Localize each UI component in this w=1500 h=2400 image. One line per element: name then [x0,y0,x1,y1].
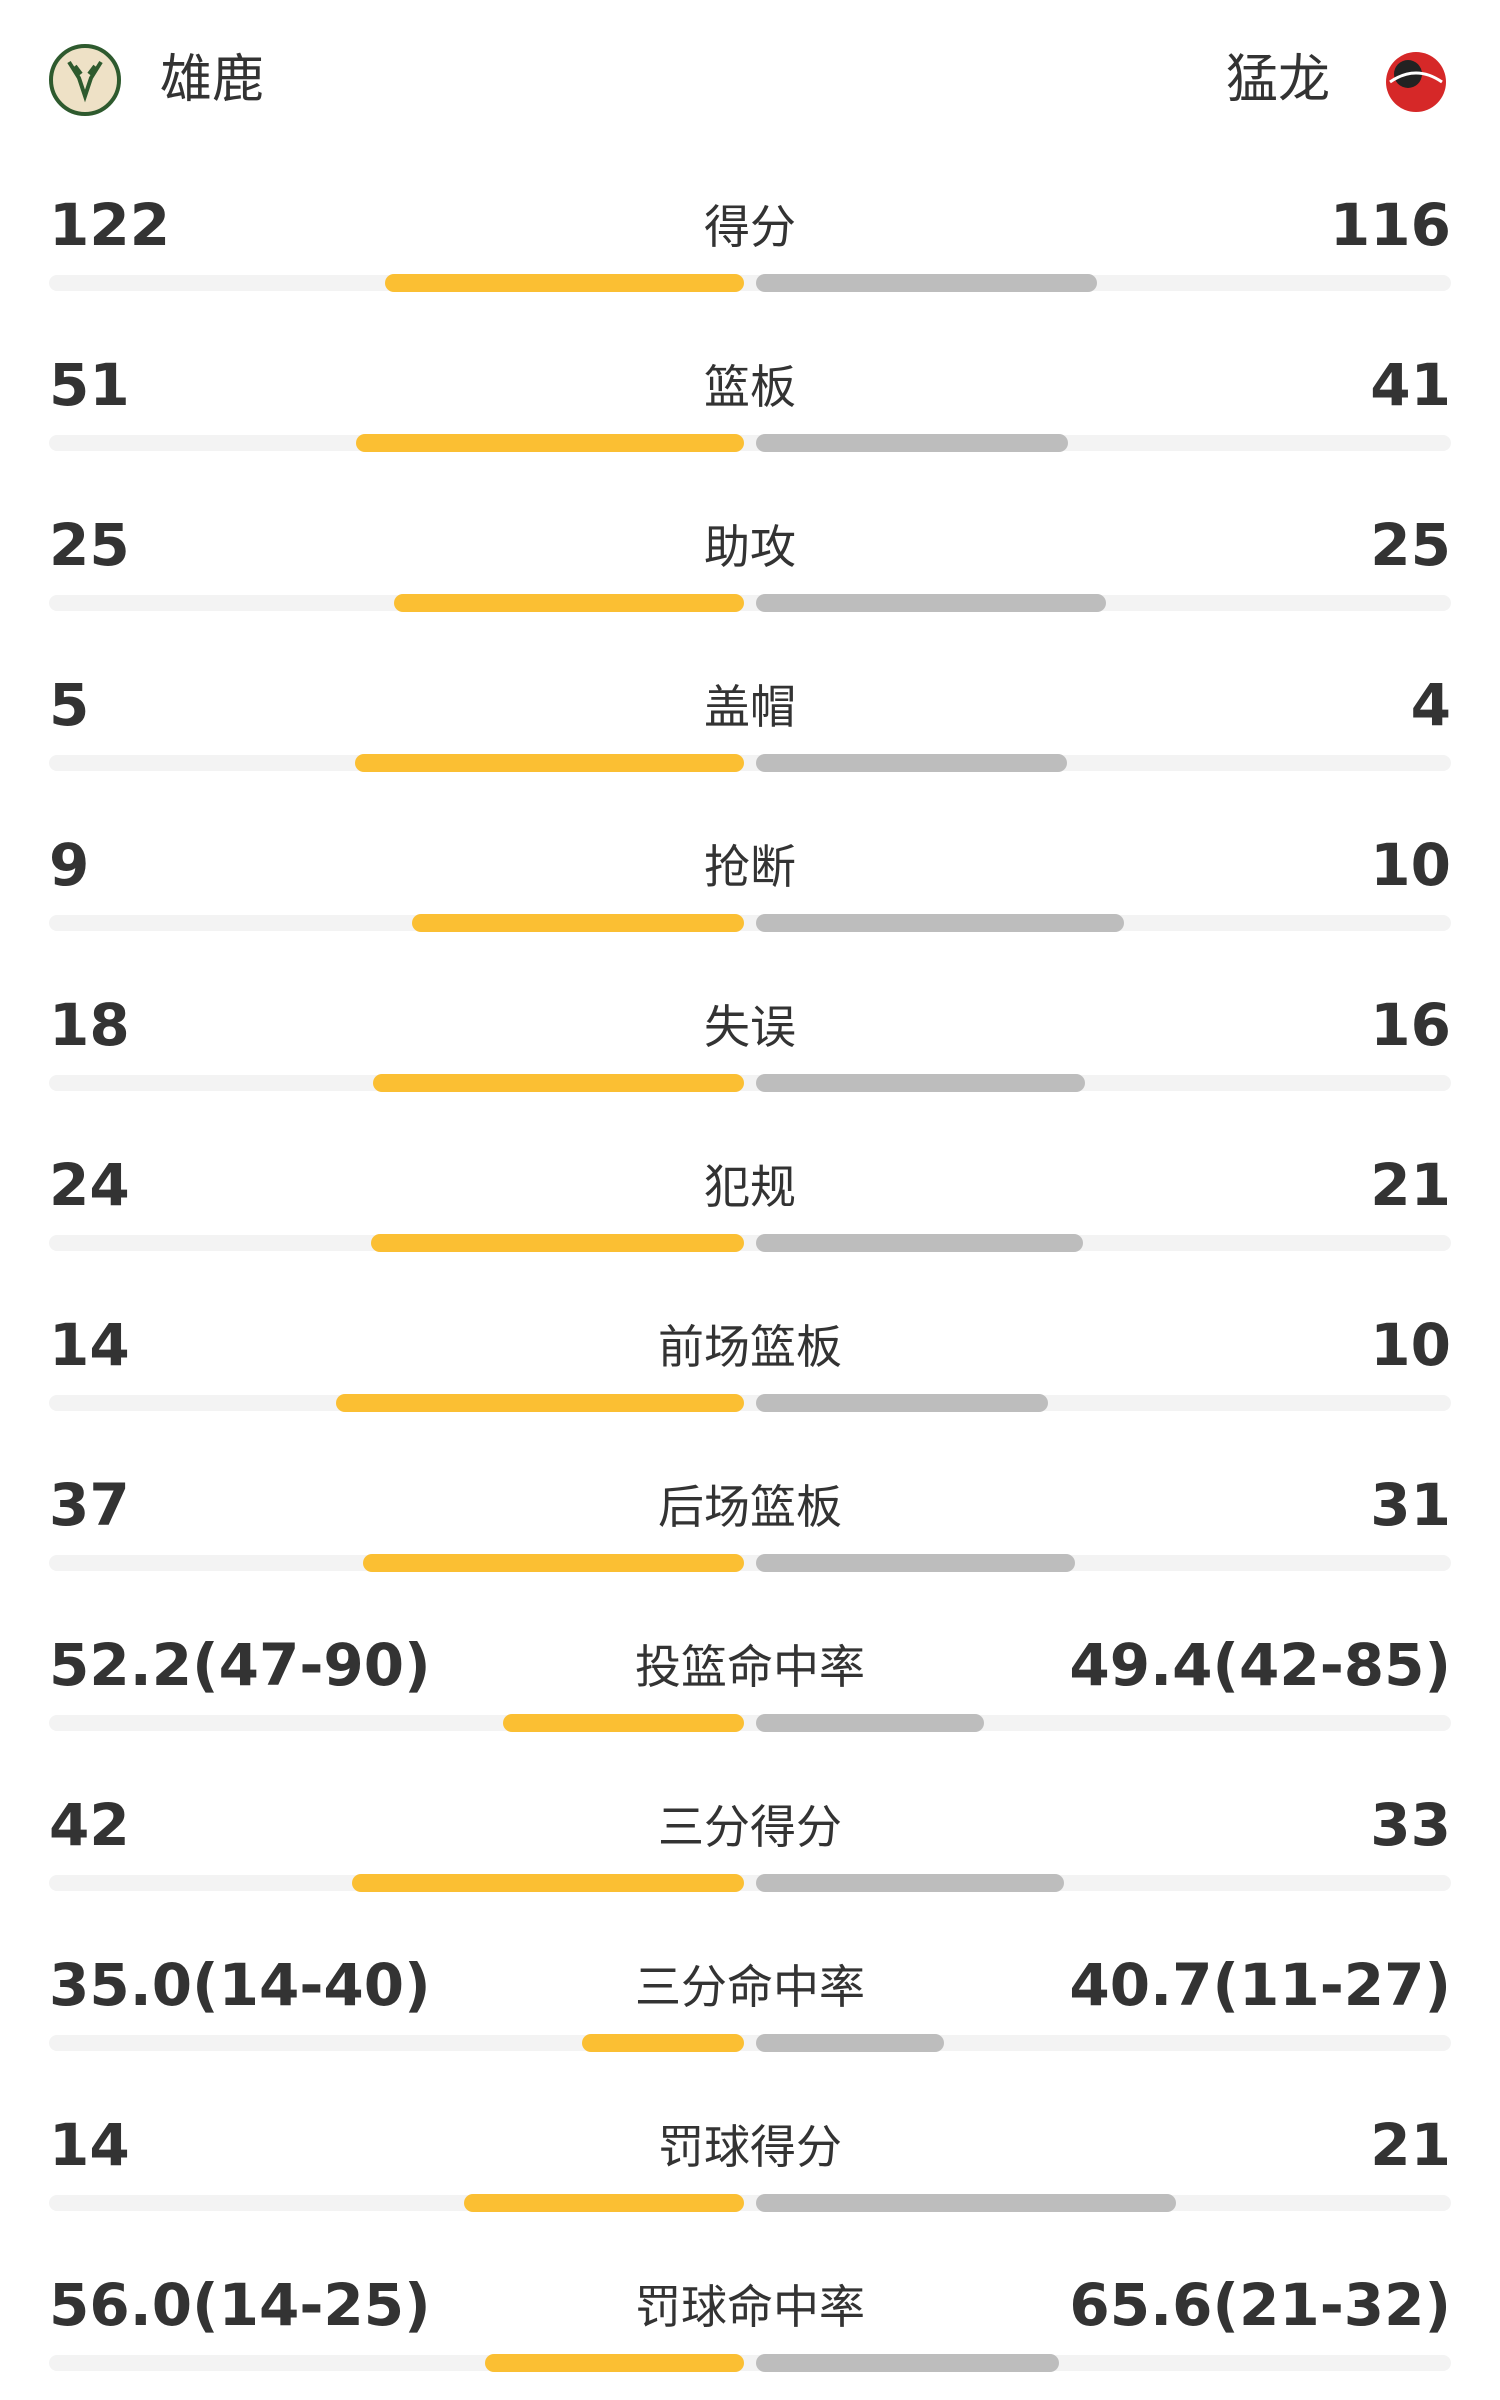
home-bar [385,274,744,292]
home-bar [370,1234,744,1252]
bar-track [49,1715,1451,1731]
away-bar [756,2354,1060,2372]
away-bar [756,754,1068,772]
bar-track [49,1075,1451,1091]
stat-label: 盖帽 [704,680,796,734]
home-bar [485,2354,744,2372]
stat-label: 篮板 [704,360,796,414]
away-bar [756,274,1098,292]
bar-track [49,2355,1451,2371]
stat-label: 罚球得分 [658,2120,842,2174]
away-value: 10 [1370,831,1451,899]
away-value: 33 [1370,1791,1451,1859]
home-bar [464,2194,744,2212]
away-bar [756,434,1068,452]
bar-track [49,275,1451,291]
away-bar [756,2194,1176,2212]
stat-label: 助攻 [704,520,796,574]
home-value: 42 [49,1791,130,1859]
bar-track [49,435,1451,451]
home-bar [373,1074,744,1092]
home-value: 18 [49,991,130,1059]
home-bar [363,1554,744,1572]
home-value: 35.0(14-40) [49,1951,431,2019]
stat-label: 罚球命中率 [635,2280,865,2334]
away-value: 40.7(11-27) [1069,1951,1451,2019]
away-bar [756,2034,945,2052]
bar-track [49,1235,1451,1251]
away-value: 49.4(42-85) [1069,1631,1451,1699]
stat-label: 抢断 [704,840,796,894]
away-logo [1386,52,1446,112]
home-value: 56.0(14-25) [49,2271,431,2339]
stat-label: 三分命中率 [635,1960,865,2014]
home-value: 52.2(47-90) [49,1631,431,1699]
away-bar [756,1874,1064,1892]
home-value: 9 [49,831,90,899]
away-value: 116 [1329,191,1451,259]
home-bar [502,1714,744,1732]
bar-track [49,755,1451,771]
home-team: 雄鹿 [160,50,265,110]
bar-track [49,1395,1451,1411]
away-value: 10 [1370,1311,1451,1379]
away-bar [756,1234,1083,1252]
bar-track [49,595,1451,611]
bar-track [49,2035,1451,2051]
home-value: 122 [49,191,171,259]
bar-track [49,2195,1451,2211]
stat-label: 三分得分 [658,1800,842,1854]
away-value: 41 [1370,351,1451,419]
bar-track [49,915,1451,931]
bar-track [49,1555,1451,1571]
home-value: 24 [49,1151,130,1219]
home-bar [352,1874,744,1892]
away-bar [756,1554,1076,1572]
home-bar [355,434,744,452]
away-value: 25 [1370,511,1451,579]
home-value: 5 [49,671,90,739]
bar-track [49,1875,1451,1891]
away-team: 猛龙 [1225,50,1330,110]
home-value: 37 [49,1471,130,1539]
away-value: 4 [1410,671,1451,739]
away-value: 65.6(21-32) [1069,2271,1451,2339]
home-value: 51 [49,351,130,419]
away-bar [756,594,1106,612]
away-value: 16 [1370,991,1451,1059]
away-bar [756,1714,985,1732]
away-value: 31 [1370,1471,1451,1539]
home-value: 25 [49,511,130,579]
away-bar [756,1074,1086,1092]
home-bar [355,754,744,772]
away-bar [756,914,1125,932]
stat-label: 犯规 [704,1160,796,1214]
stat-label: 失误 [704,1000,796,1054]
home-bar [335,1394,744,1412]
stat-label: 后场篮板 [658,1480,842,1534]
home-bar [582,2034,744,2052]
stat-label: 前场篮板 [658,1320,842,1374]
home-value: 14 [49,2111,130,2179]
home-bar [394,594,744,612]
away-bar [756,1394,1048,1412]
home-bar [412,914,744,932]
home-value: 14 [49,1311,130,1379]
away-value: 21 [1370,1151,1451,1219]
home-logo [49,44,121,116]
stat-label: 得分 [704,200,796,254]
away-value: 21 [1370,2111,1451,2179]
stat-label: 投篮命中率 [635,1640,865,1694]
